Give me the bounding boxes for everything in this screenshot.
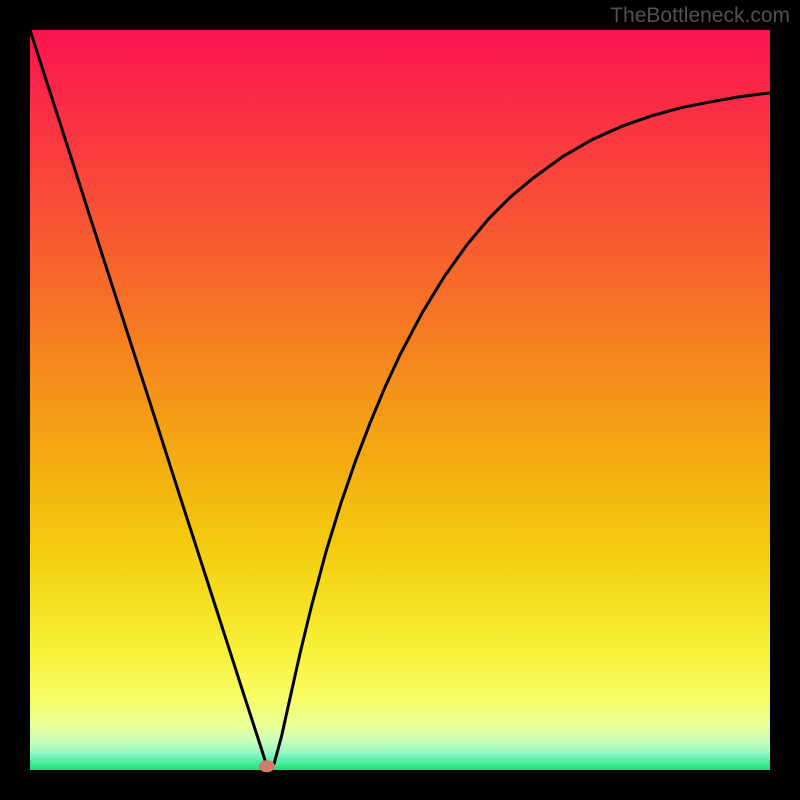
plot-area — [30, 30, 770, 770]
chart-container: TheBottleneck.com — [0, 0, 800, 800]
watermark-text: TheBottleneck.com — [610, 4, 790, 28]
